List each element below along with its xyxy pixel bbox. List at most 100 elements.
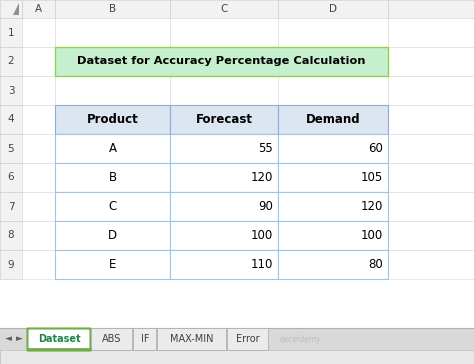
Bar — [55, 134, 170, 163]
Bar — [170, 192, 278, 221]
Bar — [170, 221, 278, 250]
Text: exceldemy: exceldemy — [280, 335, 322, 344]
Bar — [22, 134, 55, 163]
Text: D: D — [329, 4, 337, 14]
Text: C: C — [109, 200, 117, 213]
Text: 9: 9 — [8, 260, 14, 269]
Bar — [55, 221, 170, 250]
Text: 105: 105 — [361, 171, 383, 184]
Bar — [0, 134, 22, 163]
Text: 120: 120 — [361, 200, 383, 213]
Bar — [0, 250, 22, 279]
Bar — [55, 0, 170, 18]
Bar — [22, 192, 55, 221]
Text: Product: Product — [87, 113, 138, 126]
FancyBboxPatch shape — [157, 328, 227, 351]
Text: 2: 2 — [8, 56, 14, 67]
Bar — [0, 47, 22, 76]
Text: 110: 110 — [251, 258, 273, 271]
Text: Dataset for Accuracy Percentage Calculation: Dataset for Accuracy Percentage Calculat… — [77, 56, 366, 67]
Bar — [170, 250, 278, 279]
Bar — [55, 76, 170, 105]
Bar — [0, 163, 22, 192]
Bar — [55, 192, 170, 221]
Bar — [278, 76, 388, 105]
Bar — [55, 250, 170, 279]
Text: 4: 4 — [8, 115, 14, 124]
Bar — [0, 221, 22, 250]
Bar — [55, 47, 388, 76]
Bar — [388, 134, 474, 163]
Bar — [278, 47, 388, 76]
Bar — [170, 134, 278, 163]
Text: 8: 8 — [8, 230, 14, 241]
Bar — [388, 250, 474, 279]
Bar — [0, 18, 22, 47]
Text: ◄: ◄ — [5, 335, 11, 344]
Bar — [170, 18, 278, 47]
Text: 3: 3 — [8, 86, 14, 95]
Bar — [388, 76, 474, 105]
Text: C: C — [220, 4, 228, 14]
Bar — [55, 47, 170, 76]
Bar — [55, 163, 170, 192]
Bar — [22, 76, 55, 105]
Text: ►: ► — [16, 335, 22, 344]
Bar — [0, 328, 474, 364]
Text: A: A — [35, 4, 42, 14]
Bar — [170, 47, 278, 76]
Bar — [0, 0, 22, 18]
Text: 60: 60 — [368, 142, 383, 155]
Bar — [22, 221, 55, 250]
Bar — [388, 105, 474, 134]
Bar — [170, 0, 278, 18]
Bar — [0, 105, 22, 134]
Text: 100: 100 — [251, 229, 273, 242]
Polygon shape — [13, 3, 19, 15]
Bar — [278, 192, 388, 221]
Bar — [55, 105, 170, 134]
Bar — [170, 76, 278, 105]
Bar — [278, 250, 388, 279]
Bar — [55, 18, 170, 47]
Bar — [55, 221, 170, 250]
Bar — [22, 163, 55, 192]
Text: 1: 1 — [8, 28, 14, 37]
Text: MAX-MIN: MAX-MIN — [170, 335, 214, 344]
Bar — [55, 192, 170, 221]
Text: 120: 120 — [251, 171, 273, 184]
Bar — [55, 163, 170, 192]
Bar — [170, 221, 278, 250]
Bar — [388, 221, 474, 250]
Bar — [278, 105, 388, 134]
Text: Error: Error — [236, 335, 260, 344]
Text: A: A — [109, 142, 117, 155]
Text: 100: 100 — [361, 229, 383, 242]
Bar — [170, 163, 278, 192]
Bar — [278, 163, 388, 192]
Text: Dataset: Dataset — [38, 335, 80, 344]
Bar — [278, 18, 388, 47]
Bar — [22, 105, 55, 134]
Text: 90: 90 — [258, 200, 273, 213]
Text: Forecast: Forecast — [195, 113, 253, 126]
Bar — [55, 250, 170, 279]
Bar — [22, 250, 55, 279]
FancyBboxPatch shape — [228, 328, 268, 351]
Text: D: D — [108, 229, 117, 242]
Text: E: E — [109, 258, 116, 271]
Bar — [388, 163, 474, 192]
Bar — [278, 0, 388, 18]
Bar — [278, 105, 388, 134]
FancyBboxPatch shape — [27, 328, 91, 351]
Bar — [170, 250, 278, 279]
Bar — [278, 134, 388, 163]
FancyBboxPatch shape — [91, 328, 133, 351]
Bar — [170, 105, 278, 134]
Bar — [22, 18, 55, 47]
Bar — [278, 221, 388, 250]
Text: 5: 5 — [8, 143, 14, 154]
Bar — [0, 350, 474, 364]
Bar — [170, 134, 278, 163]
Bar — [22, 47, 55, 76]
